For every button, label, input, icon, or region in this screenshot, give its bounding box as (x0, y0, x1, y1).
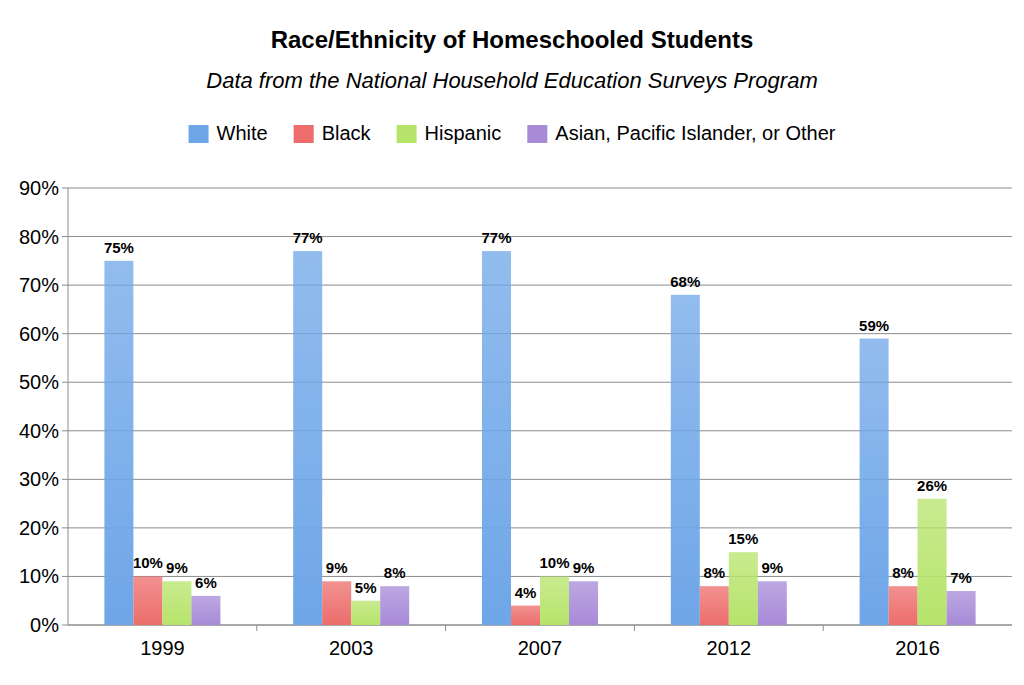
background (0, 0, 1024, 685)
data-label: 77% (481, 229, 511, 246)
legend-item: Asian, Pacific Islander, or Other (527, 122, 835, 144)
grid (62, 188, 1012, 625)
bar (133, 576, 162, 625)
y-tick-label: 30% (19, 468, 59, 490)
bar (700, 586, 729, 625)
y-tick-label: 60% (19, 323, 59, 345)
x-tick-label: 1999 (140, 637, 185, 659)
data-label: 26% (917, 477, 947, 494)
data-label: 15% (728, 530, 758, 547)
grid-line (68, 188, 1012, 189)
bar (162, 581, 191, 625)
bar (729, 552, 758, 625)
x-tick-mark (445, 625, 446, 631)
title: Race/Ethnicity of Homeschooled Students (271, 26, 754, 53)
legend-label: Asian, Pacific Islander, or Other (555, 122, 835, 144)
y-tick-label: 70% (19, 274, 59, 296)
y-tick-label: 20% (19, 517, 59, 539)
tick-mark (62, 576, 68, 577)
bar (511, 606, 540, 625)
bar (191, 596, 220, 625)
tick-mark (62, 236, 68, 237)
bar (889, 586, 918, 625)
data-label: 77% (293, 229, 323, 246)
legend-swatch (397, 125, 417, 143)
data-label: 8% (703, 564, 725, 581)
bar (918, 499, 947, 625)
y-tick-label: 0% (30, 614, 59, 636)
bar (322, 581, 351, 625)
x-tick-label: 2007 (518, 637, 563, 659)
subtitle: Data from the National Household Educati… (206, 68, 817, 93)
data-label: 10% (539, 554, 569, 571)
data-labels: 75%77%77%68%59%10%9%4%8%8%9%5%10%15%26%6… (104, 229, 972, 600)
x-tick-label: 2012 (707, 637, 752, 659)
data-label: 9% (573, 559, 595, 576)
data-label: 8% (892, 564, 914, 581)
tick-mark (62, 382, 68, 383)
legend-item: White (189, 122, 268, 144)
legend-label: Hispanic (425, 122, 502, 144)
y-tick-label: 50% (19, 371, 59, 393)
y-tick-label: 10% (19, 565, 59, 587)
bar (671, 295, 700, 625)
data-label: 8% (384, 564, 406, 581)
chart: Race/Ethnicity of Homeschooled Students D… (0, 0, 1024, 685)
tick-mark (62, 333, 68, 334)
bar (351, 601, 380, 625)
data-label: 75% (104, 239, 134, 256)
data-label: 68% (670, 273, 700, 290)
x-tick-mark (634, 625, 635, 631)
legend-item: Hispanic (397, 122, 502, 144)
y-axis (68, 188, 69, 625)
y-tick-label: 40% (19, 420, 59, 442)
bar (947, 591, 976, 625)
data-label: 6% (195, 574, 217, 591)
bar (293, 251, 322, 625)
grid-line (68, 285, 1012, 286)
tick-mark (62, 285, 68, 286)
data-label: 10% (133, 554, 163, 571)
y-tick-label: 80% (19, 226, 59, 248)
data-label: 9% (166, 559, 188, 576)
bar (482, 251, 511, 625)
grid-line (68, 236, 1012, 237)
legend-label: Black (322, 122, 372, 144)
legend-swatch (527, 125, 547, 143)
x-tick-label: 2016 (895, 637, 940, 659)
tick-mark (62, 625, 68, 626)
tick-mark (62, 430, 68, 431)
data-label: 9% (761, 559, 783, 576)
data-label: 4% (515, 584, 537, 601)
x-tick-mark (256, 625, 257, 631)
legend-swatch (189, 125, 209, 143)
data-label: 59% (859, 317, 889, 334)
bar (104, 261, 133, 625)
tick-mark (62, 188, 68, 189)
data-label: 9% (326, 559, 348, 576)
legend: White Black Hispanic Asian, Pacific Islande… (189, 122, 836, 144)
x-tick-mark (823, 625, 824, 631)
tick-mark (62, 527, 68, 528)
legend-item: Black (294, 122, 372, 144)
y-tick-label: 90% (19, 177, 59, 199)
bar (540, 576, 569, 625)
bar (380, 586, 409, 625)
tick-mark (62, 479, 68, 480)
legend-label: White (217, 122, 268, 144)
bars (104, 251, 975, 625)
data-label: 7% (950, 569, 972, 586)
legend-swatch (294, 125, 314, 143)
bar (569, 581, 598, 625)
bar (860, 339, 889, 625)
x-tick-label: 2003 (329, 637, 374, 659)
data-label: 5% (355, 579, 377, 596)
bar (758, 581, 787, 625)
